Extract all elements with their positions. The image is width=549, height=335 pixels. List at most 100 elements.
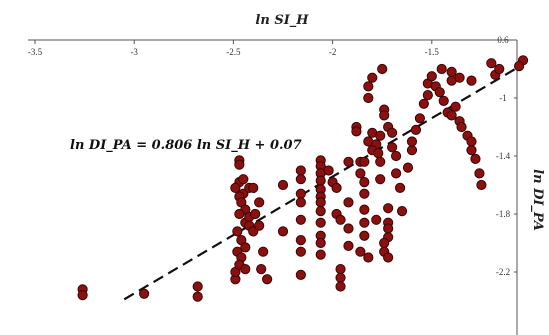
data-point	[379, 237, 390, 249]
data-point	[359, 156, 370, 167]
data-point	[402, 162, 414, 173]
data-point	[232, 226, 243, 237]
data-point	[426, 71, 437, 82]
data-point	[363, 252, 374, 263]
y-tick-label: -1.8	[496, 209, 511, 219]
data-point	[438, 95, 449, 107]
data-point	[277, 226, 289, 237]
y-tick-label: -1.4	[496, 151, 511, 161]
y-axis-title: ln DI_PA	[530, 169, 545, 231]
data-point	[456, 121, 467, 133]
data-point	[238, 174, 249, 185]
data-point	[77, 290, 88, 301]
data-point	[466, 145, 477, 156]
data-point	[396, 206, 408, 217]
x-tick-label: -2.5	[226, 47, 241, 57]
data-point	[315, 175, 326, 186]
data-point	[343, 197, 354, 208]
data-point	[390, 168, 402, 179]
data-point	[315, 249, 326, 260]
data-point	[436, 63, 447, 75]
data-point	[335, 272, 346, 283]
data-point	[335, 281, 346, 292]
data-point	[355, 246, 366, 257]
data-point	[351, 126, 362, 137]
data-point	[383, 252, 394, 263]
data-point	[375, 174, 386, 185]
x-tick-group: -3.5 -3 -2.5 -2 -1.5	[28, 40, 440, 57]
data-point	[394, 182, 406, 193]
y-tick-group: 0.6 -1 -1.4 -1.8 -2.2	[496, 35, 517, 277]
data-point	[359, 204, 370, 215]
data-point	[343, 240, 354, 251]
data-point	[494, 63, 505, 75]
data-point	[230, 182, 241, 193]
data-point	[359, 188, 370, 199]
y-tick-label: -1	[499, 93, 507, 103]
x-tick-label: -2	[329, 47, 337, 57]
y-tick-label: 0.6	[497, 35, 509, 45]
data-point	[295, 246, 306, 257]
data-point	[343, 156, 354, 167]
data-point	[192, 281, 203, 292]
data-point	[406, 145, 418, 156]
data-point	[315, 206, 326, 217]
data-point	[363, 81, 374, 92]
data-point	[250, 208, 261, 220]
x-tick-label: -1.5	[425, 47, 440, 57]
data-point	[254, 197, 265, 208]
data-point	[254, 220, 265, 231]
data-point	[379, 110, 390, 121]
data-point	[359, 217, 370, 228]
data-point	[262, 274, 273, 285]
data-point	[410, 124, 422, 135]
data-point	[343, 223, 354, 234]
data-point	[359, 230, 370, 241]
data-point	[315, 237, 326, 249]
data-point	[295, 269, 306, 280]
data-point	[466, 136, 477, 147]
data-point	[248, 182, 259, 193]
data-point	[383, 223, 394, 234]
data-point	[295, 235, 306, 246]
data-point	[234, 159, 245, 170]
data-point	[375, 156, 386, 167]
data-point	[315, 217, 326, 228]
data-point	[335, 214, 346, 225]
data-point	[323, 165, 334, 176]
data-point	[486, 58, 497, 69]
data-point	[277, 179, 289, 191]
data-point	[258, 246, 269, 257]
data-point	[387, 127, 398, 138]
data-point	[295, 174, 306, 185]
data-point	[240, 264, 251, 275]
data-point	[355, 168, 366, 179]
y-tick-label: -2.2	[496, 267, 510, 277]
data-point	[383, 203, 394, 214]
x-tick-label: -3.5	[28, 47, 43, 57]
data-point	[422, 90, 433, 101]
trendline-equation: ln DI_PA = 0.806 ln SI_H + 0.07	[70, 138, 302, 153]
data-point	[466, 75, 477, 86]
data-point	[331, 182, 342, 193]
data-point	[363, 92, 374, 104]
x-tick-label: -3	[130, 47, 138, 57]
data-point	[446, 66, 457, 78]
data-point	[295, 197, 306, 208]
data-point	[192, 291, 203, 302]
data-point	[476, 179, 487, 191]
data-point	[454, 72, 465, 83]
data-point	[234, 208, 245, 220]
data-point	[240, 242, 251, 253]
data-point	[373, 148, 384, 159]
data-point	[446, 110, 457, 121]
data-point	[387, 142, 398, 153]
data-points	[77, 55, 529, 302]
data-point	[406, 136, 418, 147]
data-point	[359, 177, 370, 188]
data-point	[295, 165, 306, 176]
data-point	[367, 72, 378, 83]
data-point	[377, 63, 388, 75]
data-point	[513, 61, 525, 72]
